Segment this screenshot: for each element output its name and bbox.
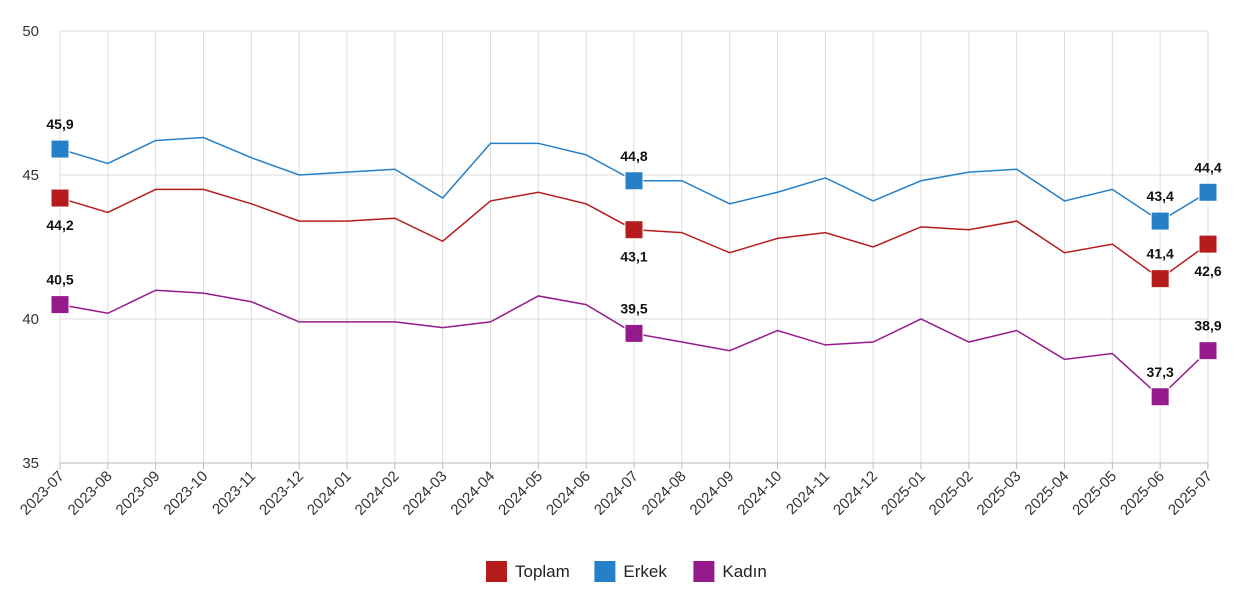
legend-swatch [693,561,715,582]
data-label: 39,5 [620,300,647,316]
x-tick-label: 2024-10 [734,468,785,519]
data-marker [624,220,644,240]
data-marker [1150,211,1170,231]
x-tick-label: 2024-11 [783,468,833,518]
x-tick-label: 2025-05 [1069,468,1120,519]
data-label: 44,2 [46,217,73,233]
x-tick-label: 2024-12 [830,468,881,519]
data-label: 45,9 [46,116,73,132]
data-marker [1150,387,1170,407]
data-label: 44,4 [1194,159,1221,175]
x-tick-label: 2024-07 [591,468,642,519]
data-marker [624,171,644,191]
legend: Toplam Erkek Kadın [486,561,767,582]
data-label: 42,6 [1194,263,1221,279]
data-marker [50,295,70,315]
x-tick-label: 2023-12 [256,468,307,519]
data-label: 43,1 [620,249,647,265]
x-tick-label: 2025-07 [1165,468,1216,519]
data-marker [50,188,70,208]
y-tick-label: 50 [22,23,39,40]
y-tick-label: 45 [22,167,39,184]
data-label: 37,3 [1147,364,1174,380]
x-tick-label: 2025-01 [878,468,929,519]
x-tick-label: 2024-04 [447,468,498,519]
x-tick-label: 2024-06 [543,468,594,519]
x-tick-label: 2025-06 [1117,468,1168,519]
data-marker [1198,182,1218,202]
data-marker [624,323,644,343]
data-label: 44,8 [620,148,647,164]
x-tick-label: 2023-07 [17,468,68,519]
data-label: 43,4 [1147,188,1174,204]
x-tick-label: 2024-02 [352,468,403,519]
legend-label: Toplam [515,562,570,581]
x-tick-label: 2024-03 [400,468,451,519]
legend-item: Kadın [693,561,767,582]
y-tick-label: 35 [22,455,39,472]
x-tick-label: 2024-08 [639,468,690,519]
legend-swatch [594,561,616,582]
x-tick-label: 2023-11 [209,468,259,518]
data-marker [1198,234,1218,254]
series-kad-n [50,289,1218,407]
data-marker [1198,341,1218,361]
x-tick-label: 2024-01 [304,468,355,519]
grid-lines [59,30,1209,464]
x-tick-label: 2025-03 [974,468,1025,519]
x-tick-label: 2024-05 [495,468,546,519]
x-tick-label: 2025-04 [1021,468,1072,519]
legend-item: Erkek [594,561,667,582]
x-tick-label: 2023-10 [160,468,211,519]
data-label: 40,5 [46,272,73,288]
legend-label: Kadın [722,562,766,581]
x-tick-label: 2023-09 [113,468,164,519]
series-toplam [50,188,1218,289]
data-marker [1150,269,1170,289]
legend-swatch [486,561,507,582]
data-label: 41,4 [1147,246,1174,262]
series-erkek [50,136,1218,231]
x-tick-label: 2024-09 [687,468,738,519]
legend-item: Toplam [486,561,570,582]
x-tick-label: 2023-08 [65,468,116,519]
data-label: 38,9 [1194,318,1221,334]
x-tick-label: 2025-02 [926,468,977,519]
legend-label: Erkek [623,562,667,581]
data-marker [50,139,70,159]
y-tick-label: 40 [22,311,39,328]
